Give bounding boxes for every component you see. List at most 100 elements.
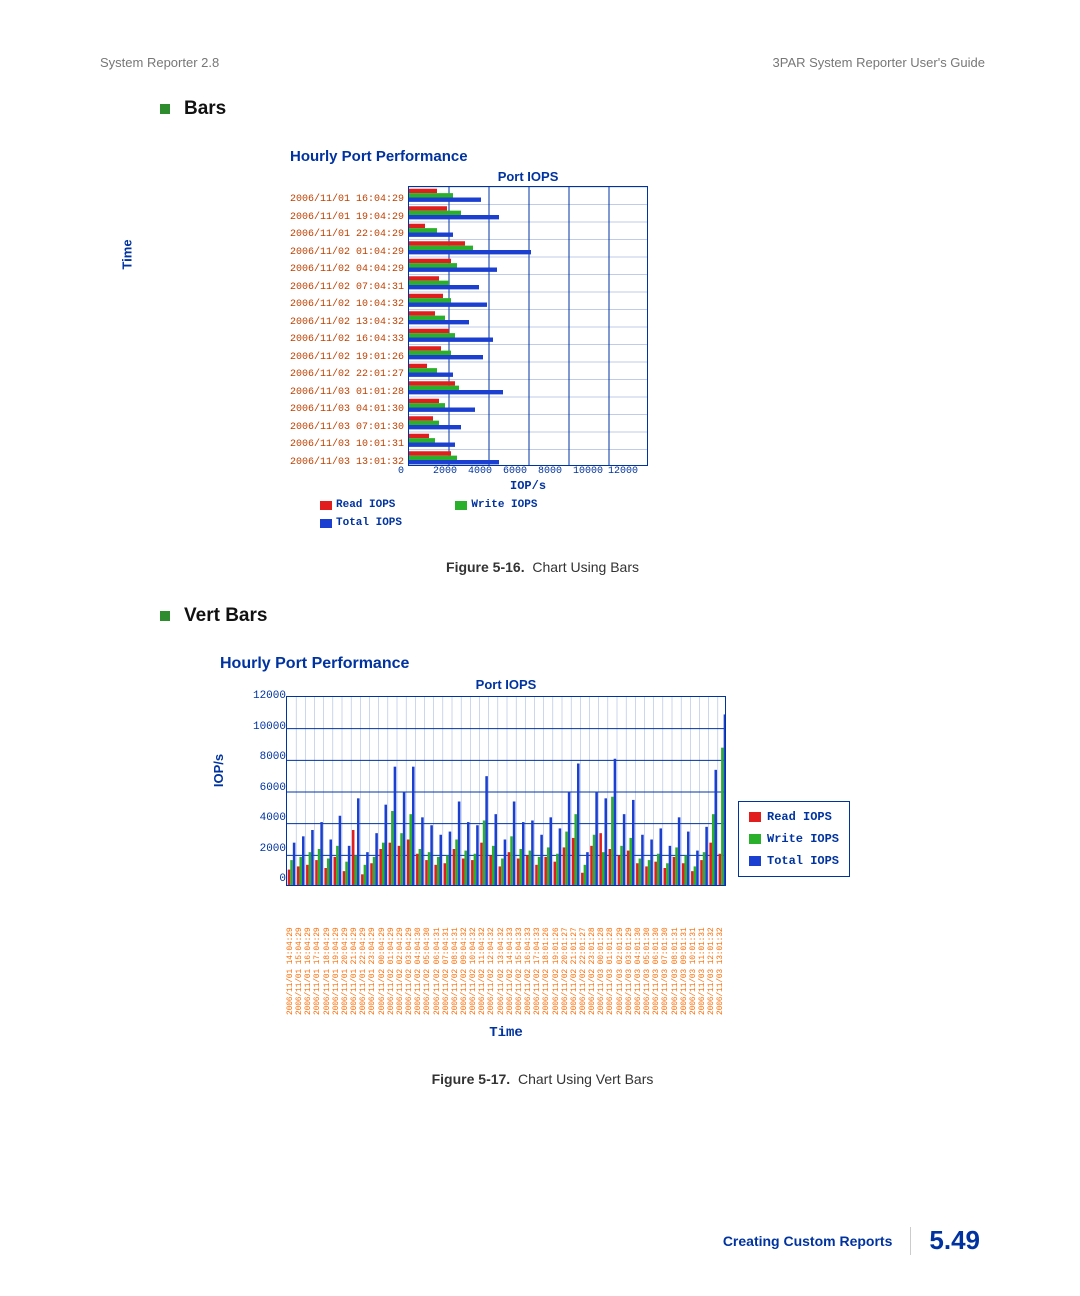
chart1-xaxis-label: IOP/s — [408, 479, 648, 493]
chart2-col-label: 2006/11/02 21:01:27 — [570, 895, 579, 1015]
chart2-col-label: 2006/11/02 10:04:32 — [469, 895, 478, 1015]
chart1-row-label: 2006/11/02 19:01:26 — [290, 352, 404, 363]
legend-label: Write IOPS — [767, 832, 839, 846]
tick-label: 10000 — [573, 466, 613, 477]
chart2-col-label: 2006/11/02 03:04:29 — [405, 895, 414, 1015]
chart2-col-label: 2006/11/02 15:04:33 — [515, 895, 524, 1015]
chart2-col-label: 2006/11/03 05:01:30 — [643, 895, 652, 1015]
chart1-container: Time2006/11/01 16:04:292006/11/01 19:04:… — [290, 169, 679, 529]
chart1-row-label: 2006/11/02 07:04:31 — [290, 282, 404, 293]
chart1-row-label: 2006/11/01 22:04:29 — [290, 229, 404, 240]
chart2-legend: Read IOPS Write IOPS Total IOPS — [738, 801, 850, 877]
chart1-row-labels: 2006/11/01 16:04:292006/11/01 19:04:2920… — [290, 191, 408, 471]
chart2-col-label: 2006/11/01 17:04:29 — [313, 895, 322, 1015]
legend-label: Read IOPS — [336, 499, 395, 511]
square-bullet-icon — [160, 104, 170, 114]
chart1-row-label: 2006/11/02 01:04:29 — [290, 247, 404, 258]
footer-section-label: Creating Custom Reports — [723, 1233, 893, 1249]
tick-label: 4000 — [242, 812, 286, 824]
chart2-col-label: 2006/11/01 23:04:29 — [368, 895, 377, 1015]
chart2-yaxis-label: IOP/s — [211, 753, 226, 786]
chart1-title: Hourly Port Performance — [290, 148, 985, 165]
header-right: 3PAR System Reporter User's Guide — [773, 55, 985, 70]
chart2-title: Hourly Port Performance — [220, 655, 985, 673]
chart2-col-label: 2006/11/02 01:04:29 — [387, 895, 396, 1015]
chart2-xaxis-label: Time — [286, 1025, 726, 1041]
chart1-legend: Read IOPS Write IOPS Total IOPS — [320, 499, 679, 529]
chart2-col-label: 2006/11/03 02:01:29 — [616, 895, 625, 1015]
section-title: Bars — [184, 98, 226, 120]
chart2-col-label: 2006/11/02 18:01:26 — [542, 895, 551, 1015]
chart2-col-label: 2006/11/02 16:04:33 — [524, 895, 533, 1015]
section-bars-heading: Bars — [160, 98, 985, 120]
chart2-yticks: 120001000080006000400020000 — [242, 696, 286, 891]
header-left: System Reporter 2.8 — [100, 55, 219, 70]
tick-label: 6000 — [503, 466, 543, 477]
figure-number: Figure 5-16. — [446, 559, 525, 575]
square-bullet-icon — [160, 611, 170, 621]
chart2-col-label: 2006/11/01 19:04:29 — [332, 895, 341, 1015]
chart1-row-label: 2006/11/03 07:01:30 — [290, 422, 404, 433]
chart1-yaxis-label: Time — [120, 240, 135, 270]
chart1-xticks: 020004000600080001000012000 — [408, 466, 648, 477]
chart2-col-label: 2006/11/03 09:01:31 — [680, 895, 689, 1015]
tick-label: 8000 — [242, 751, 286, 763]
chart2-xticks: 2006/11/01 14:04:292006/11/01 15:04:29 20… — [286, 895, 726, 1015]
section-title: Vert Bars — [184, 605, 267, 627]
chart2-col-label: 2006/11/02 00:04:29 — [378, 895, 387, 1015]
chart2-plot — [286, 696, 726, 886]
figure-number: Figure 5-17. — [432, 1071, 511, 1087]
chart2-col-label: 2006/11/02 19:01:26 — [552, 895, 561, 1015]
legend-label: Read IOPS — [767, 810, 832, 824]
legend-label: Total IOPS — [767, 854, 839, 868]
chart2-col-label: 2006/11/02 07:04:31 — [442, 895, 451, 1015]
tick-label: 2000 — [242, 843, 286, 855]
figure-desc: Chart Using Vert Bars — [518, 1071, 653, 1087]
chart2-container: Port IOPSIOP/s12000100008000600040002000… — [220, 677, 985, 1041]
tick-label: 6000 — [242, 782, 286, 794]
chart2-col-label: 2006/11/03 13:01:32 — [716, 895, 725, 1015]
legend-label: Total IOPS — [336, 517, 402, 529]
tick-label: 12000 — [242, 690, 286, 702]
legend-label: Write IOPS — [471, 499, 537, 511]
chart2-col-label: 2006/11/01 18:04:29 — [323, 895, 332, 1015]
tick-label: 10000 — [242, 721, 286, 733]
chart2-inner-title: Port IOPS — [286, 677, 726, 692]
chart2-col-label: 2006/11/01 15:04:29 — [295, 895, 304, 1015]
chart1-row-label: 2006/11/03 13:01:32 — [290, 457, 404, 468]
page-footer: Creating Custom Reports 5.49 — [723, 1225, 980, 1256]
figure-caption-2: Figure 5-17. Chart Using Vert Bars — [100, 1071, 985, 1087]
chart2-col-label: 2006/11/03 08:01:31 — [671, 895, 680, 1015]
chart2-col-label: 2006/11/03 01:01:28 — [606, 895, 615, 1015]
chart1-plot — [408, 186, 648, 466]
chart2-col-label: 2006/11/03 10:01:31 — [689, 895, 698, 1015]
tick-label: 2000 — [433, 466, 473, 477]
chart2-col-label: 2006/11/02 22:01:27 — [579, 895, 588, 1015]
tick-label: 8000 — [538, 466, 578, 477]
chart1-row-label: 2006/11/02 13:04:32 — [290, 317, 404, 328]
chart2-col-label: 2006/11/02 05:04:30 — [423, 895, 432, 1015]
chart2-col-label: 2006/11/02 13:04:32 — [497, 895, 506, 1015]
chart2-col-label: 2006/11/03 12:01:32 — [707, 895, 716, 1015]
chart2-col-label: 2006/11/02 06:04:31 — [433, 895, 442, 1015]
chart1-inner-title: Port IOPS — [408, 169, 648, 184]
chart2-col-label: 2006/11/03 11:01:31 — [698, 895, 707, 1015]
chart1-row-label: 2006/11/02 16:04:33 — [290, 334, 404, 345]
chart2-col-label: 2006/11/02 02:04:29 — [396, 895, 405, 1015]
chart2-col-label: 2006/11/02 12:04:32 — [487, 895, 496, 1015]
chart2-col-label: 2006/11/01 20:04:29 — [341, 895, 350, 1015]
chart2-col-label: 2006/11/03 07:01:30 — [661, 895, 670, 1015]
chart2-col-label: 2006/11/01 21:04:29 — [350, 895, 359, 1015]
chart2-col-label: 2006/11/02 04:04:30 — [414, 895, 423, 1015]
chart2-col-label: 2006/11/01 14:04:29 — [286, 895, 295, 1015]
figure-desc: Chart Using Bars — [532, 559, 639, 575]
chart1-row-label: 2006/11/03 01:01:28 — [290, 387, 404, 398]
chart2-col-label: 2006/11/02 20:01:27 — [561, 895, 570, 1015]
chart2-col-label: 2006/11/02 23:01:28 — [588, 895, 597, 1015]
tick-label: 4000 — [468, 466, 508, 477]
chart1-row-label: 2006/11/02 04:04:29 — [290, 264, 404, 275]
page-header: System Reporter 2.8 3PAR System Reporter… — [100, 55, 985, 70]
chart1-row-label: 2006/11/01 19:04:29 — [290, 212, 404, 223]
chart1-row-label: 2006/11/03 04:01:30 — [290, 404, 404, 415]
chart2-col-label: 2006/11/02 09:04:32 — [460, 895, 469, 1015]
